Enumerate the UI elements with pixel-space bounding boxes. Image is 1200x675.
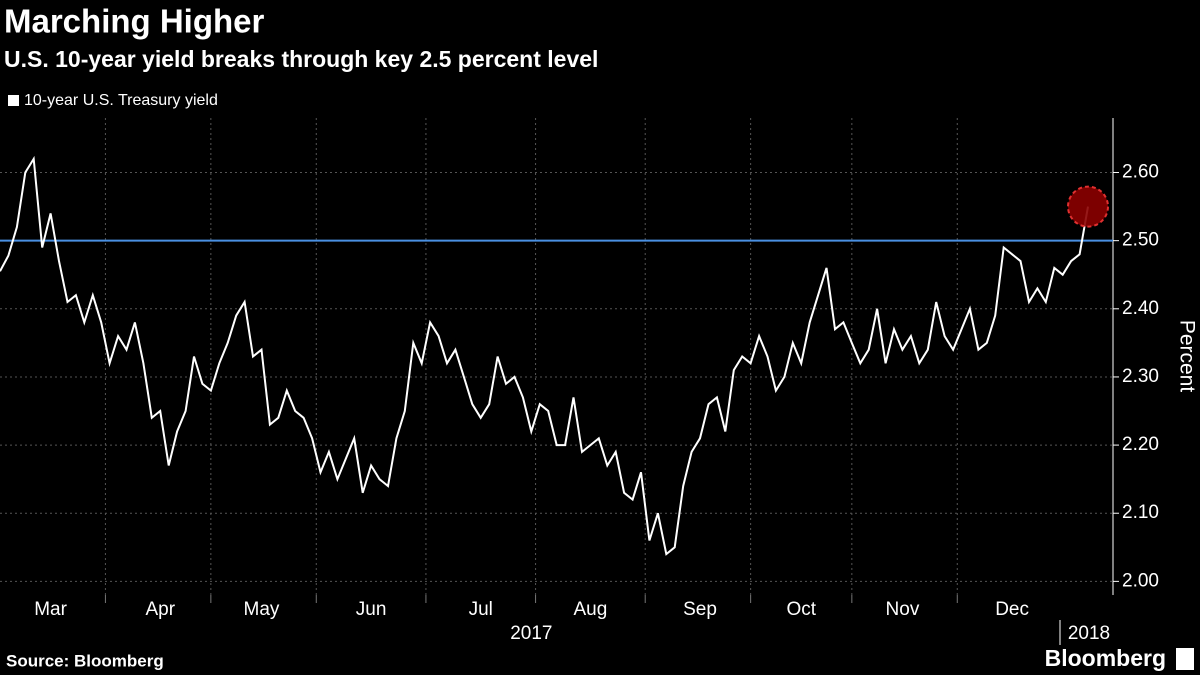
source: Source: Bloomberg xyxy=(6,651,164,670)
x-tick-label: May xyxy=(244,599,280,620)
series-line xyxy=(0,155,1089,556)
brand-icon xyxy=(1176,648,1194,670)
x-tick-label: Nov xyxy=(886,599,920,620)
year-label: 2017 xyxy=(510,623,552,644)
x-tick-label: Jun xyxy=(356,599,387,620)
y-tick-label: 2.20 xyxy=(1122,434,1159,455)
y-axis-label: Percent xyxy=(1175,320,1198,393)
x-tick-label: Sep xyxy=(683,599,717,620)
y-tick-label: 2.00 xyxy=(1122,570,1159,591)
x-tick-label: Aug xyxy=(573,599,607,620)
x-tick-label: Apr xyxy=(145,599,175,620)
y-tick-label: 2.60 xyxy=(1122,162,1159,183)
chart-title: Marching Higher xyxy=(4,3,265,40)
highlight-marker xyxy=(1067,185,1109,228)
y-tick-label: 2.40 xyxy=(1122,298,1159,319)
y-tick-label: 2.50 xyxy=(1122,230,1159,251)
x-tick-label: Mar xyxy=(34,599,67,620)
year-label: 2018 xyxy=(1068,623,1110,644)
legend-label: 10-year U.S. Treasury yield xyxy=(24,92,218,109)
brand: Bloomberg xyxy=(1045,645,1166,671)
y-tick-label: 2.30 xyxy=(1122,366,1159,387)
y-tick-label: 2.10 xyxy=(1122,502,1159,523)
x-tick-label: Dec xyxy=(995,599,1029,620)
chart-subtitle: U.S. 10-year yield breaks through key 2.… xyxy=(4,46,598,72)
x-tick-label: Jul xyxy=(469,599,493,620)
legend-swatch xyxy=(8,95,19,106)
x-tick-label: Oct xyxy=(786,599,816,620)
